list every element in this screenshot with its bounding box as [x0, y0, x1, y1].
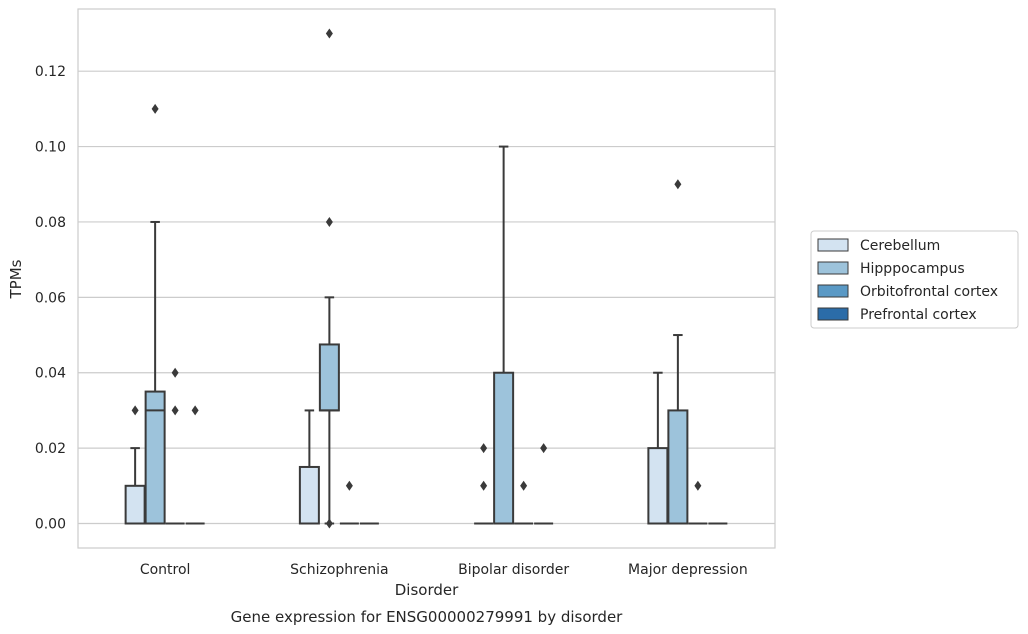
plot-area-frame	[77, 8, 776, 549]
y-axis-ticks: 0.00 0.02 0.04 0.06 0.08 0.10 0.12	[35, 64, 66, 532]
box	[298, 465, 320, 525]
outlier-point	[325, 518, 333, 529]
box	[144, 390, 166, 525]
box	[318, 343, 340, 412]
y-tick-label: 0.10	[35, 140, 66, 156]
legend-swatch	[817, 238, 849, 252]
outlier-point	[151, 103, 159, 114]
box-group	[318, 28, 340, 529]
legend: Cerebellum Hipppocampus Orbitofrontal cort…	[810, 230, 1019, 329]
box-group	[667, 179, 689, 525]
box-group	[124, 405, 146, 525]
outlier-point	[191, 405, 199, 416]
outlier-point	[694, 480, 702, 491]
box	[493, 371, 515, 525]
y-axis-label: TPMs	[7, 259, 25, 299]
x-axis-label: Disorder	[395, 581, 459, 599]
y-tick-label: 0.00	[35, 517, 66, 533]
box-group	[165, 367, 185, 525]
outlier-point	[131, 405, 139, 416]
x-tick-label: Major depression	[628, 562, 748, 578]
box-group	[339, 480, 359, 525]
box-group	[474, 443, 494, 525]
box-group	[144, 103, 166, 525]
y-tick-label: 0.12	[35, 64, 66, 80]
outlier-point	[540, 443, 548, 454]
legend-swatch	[817, 307, 849, 321]
legend-label: Hipppocampus	[860, 261, 965, 277]
outlier-point	[480, 480, 488, 491]
y-tick-label: 0.06	[35, 290, 66, 306]
legend-label: Cerebellum	[860, 238, 940, 254]
y-tick-label: 0.08	[35, 215, 66, 231]
outlier-point	[171, 367, 179, 378]
outlier-point	[345, 480, 353, 491]
y-tick-label: 0.02	[35, 441, 66, 457]
outlier-point	[171, 405, 179, 416]
outlier-point	[480, 443, 488, 454]
x-tick-label: Schizophrenia	[290, 562, 388, 578]
x-axis-ticks: Control Schizophrenia Bipolar disorder Majo…	[140, 562, 748, 578]
box-group	[493, 145, 515, 525]
box-group	[514, 480, 534, 525]
box-group	[688, 480, 708, 525]
legend-swatch	[817, 284, 849, 298]
y-tick-label: 0.04	[35, 366, 66, 382]
legend-label: Prefrontal cortex	[860, 307, 977, 323]
outlier-point	[520, 480, 528, 491]
gridlines	[78, 70, 775, 525]
box-group	[647, 371, 669, 525]
box-group	[298, 409, 320, 525]
outlier-point	[674, 179, 682, 190]
legend-label: Orbitofrontal cortex	[860, 284, 998, 300]
legend-frame	[810, 230, 1019, 329]
boxes	[124, 28, 728, 529]
outlier-point	[325, 28, 333, 39]
box	[667, 409, 689, 525]
box-group	[534, 443, 554, 525]
figure-caption: Gene expression for ENSG00000279991 by d…	[231, 608, 624, 626]
legend-swatch	[817, 261, 849, 275]
box	[647, 447, 669, 525]
box	[124, 484, 146, 525]
x-tick-label: Bipolar disorder	[458, 562, 569, 578]
x-tick-label: Control	[140, 562, 191, 578]
outlier-point	[325, 216, 333, 227]
box-group	[185, 405, 205, 525]
